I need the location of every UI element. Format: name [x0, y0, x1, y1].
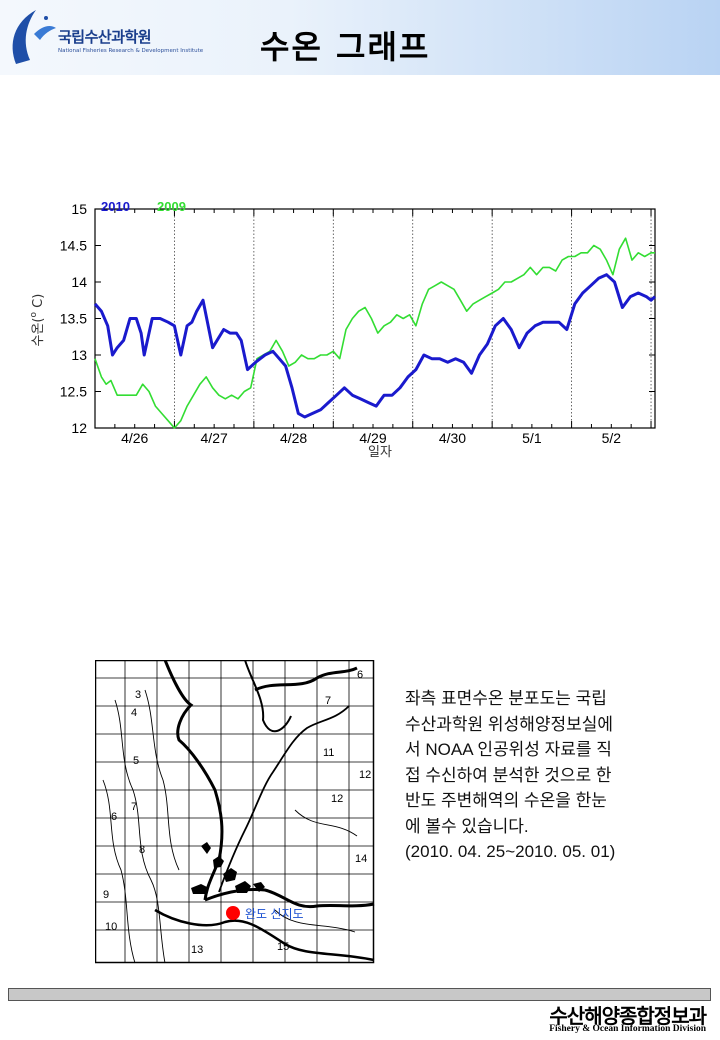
- series-line-2009: [94, 237, 655, 429]
- y-tick-label: 12: [71, 420, 87, 436]
- x-tick-label: 4/28: [280, 430, 307, 446]
- contour-label: 11: [323, 747, 334, 759]
- description-line: 반도 주변해역의 수온을 한눈: [405, 791, 607, 810]
- contour-label: 7: [131, 801, 137, 813]
- contour-label: 6: [357, 669, 363, 681]
- islands: [191, 842, 265, 894]
- page-title: 수온 그래프: [260, 28, 431, 66]
- contour-label: 8: [139, 844, 145, 856]
- description-line: 서 NOAA 인공위성 자료를 직: [405, 740, 612, 759]
- x-tick-label: 4/30: [439, 430, 466, 446]
- description-line: 좌측 표면수온 분포도는 국립: [405, 689, 607, 708]
- footer-divider-bar: [8, 988, 711, 1001]
- contour-label: 5: [133, 755, 139, 767]
- series-line-2010: [93, 273, 657, 419]
- x-axis-label: 일자: [368, 445, 392, 460]
- station-marker: [226, 906, 240, 920]
- contour-label: 10: [105, 921, 117, 933]
- water-temperature-chart: 12 12.5 13 13.5 14 14.5 15 4/26 4/27 4/28 4/29 4/30…: [29, 199, 657, 460]
- contour-label: 12: [359, 769, 371, 781]
- contour-label: 15: [277, 941, 289, 953]
- contour-label: 14: [355, 853, 367, 865]
- data-period: (2010. 04. 25~2010. 05. 01): [405, 842, 616, 861]
- contour-label: 3: [135, 689, 141, 701]
- y-axis-label: 수온(o C): [29, 294, 46, 347]
- contour-label: 6: [111, 811, 117, 823]
- fish-logo-icon: [12, 10, 56, 64]
- header-banner: 국립수산과학원 National Fisheries Research & De…: [0, 0, 720, 75]
- description-line: 접 수신하여 분석한 것으로 한: [405, 765, 612, 785]
- y-tick-label: 15: [71, 201, 87, 217]
- y-tick-label: 13: [71, 347, 87, 363]
- station-marker-label: 완도 신지도: [245, 907, 304, 921]
- y-tick-label: 13.5: [60, 311, 87, 327]
- institute-logo: 국립수산과학원 National Fisheries Research & De…: [6, 4, 203, 68]
- plot-area: [94, 208, 656, 429]
- x-tick-label: 5/2: [602, 430, 622, 446]
- org-name: 국립수산과학원: [58, 28, 152, 46]
- footer-division-name: 수산해양종합정보과: [549, 1004, 707, 1028]
- y-tick-label: 12.5: [60, 384, 87, 400]
- x-tick-label: 4/26: [121, 430, 148, 446]
- legend-entry: 2010: [101, 199, 130, 214]
- sea-temperature-map: 3 4 5 6 7 8 9 10 12 13 14 15 6 7 11 12 완…: [95, 660, 375, 964]
- y-tick-label: 14.5: [60, 238, 87, 254]
- contour-label: 7: [325, 695, 331, 707]
- x-tick-label: 4/27: [201, 430, 228, 446]
- contour-label: 9: [103, 889, 109, 901]
- y-tick-label: 14: [71, 274, 87, 290]
- description-line: 수산과학원 위성해양정보실에: [405, 714, 614, 734]
- x-tick-label: 4/29: [359, 430, 386, 446]
- contour-label: 12: [331, 793, 343, 805]
- description-line: 에 볼수 있습니다.: [405, 816, 529, 836]
- map-description: 좌측 표면수온 분포도는 국립 수산과학원 위성해양정보실에 서 NOAA 인공…: [405, 686, 695, 839]
- footer-division-name-en: Fishery & Ocean Information Division: [549, 1024, 706, 1034]
- legend-entry: 2009: [157, 199, 186, 214]
- contour-label: 13: [191, 944, 203, 956]
- org-subtitle: National Fisheries Research & Developmen…: [58, 48, 204, 54]
- contour-label: 4: [131, 707, 137, 719]
- x-tick-label: 5/1: [522, 430, 542, 446]
